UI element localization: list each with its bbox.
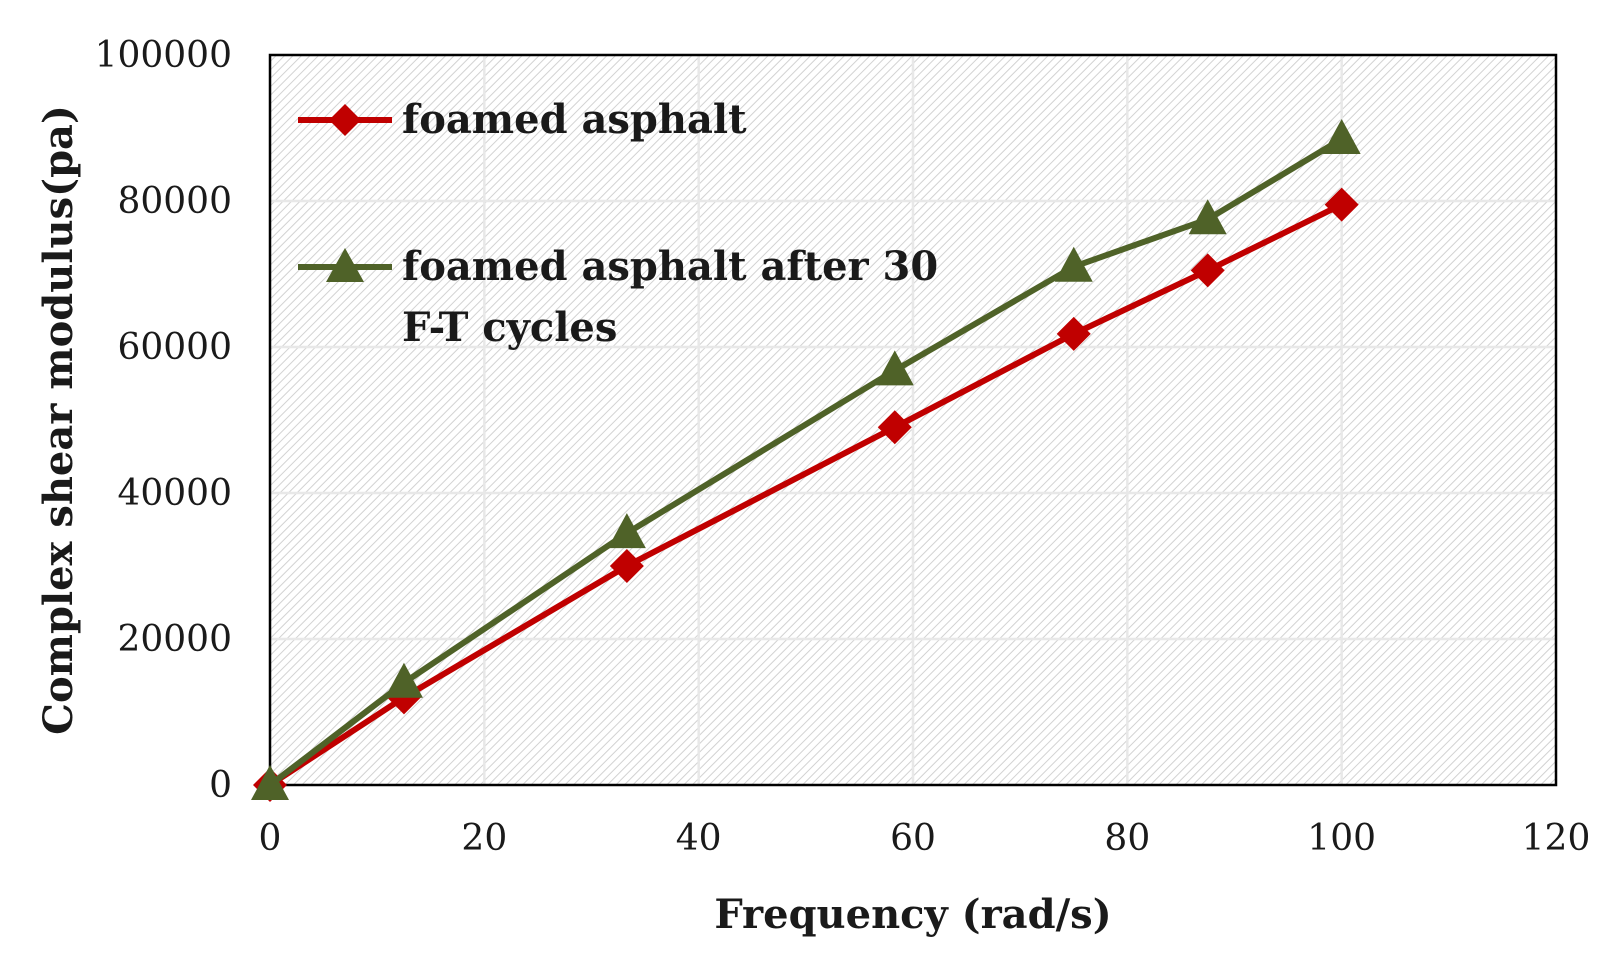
x-tick-label: 0 <box>259 818 282 859</box>
series-1 <box>251 118 1361 800</box>
y-tick-label: 0 <box>209 765 232 806</box>
data-point-triangle <box>251 765 289 800</box>
x-tick-label: 120 <box>1522 818 1591 859</box>
x-tick-labels: 0 20 40 60 80 100 120 <box>259 818 1591 859</box>
y-tick-labels: 0 20000 40000 60000 80000 100000 <box>95 35 232 806</box>
x-axis-title: Frequency (rad/s) <box>714 891 1111 938</box>
legend-item-foamed-asphalt-after-30: foamed asphalt after 30 F-T cycles <box>298 243 938 351</box>
y-tick-label: 100000 <box>95 35 232 76</box>
gridlines <box>270 55 1556 785</box>
data-point-diamond <box>1056 316 1091 351</box>
y-tick-label: 60000 <box>117 327 232 368</box>
data-point-triangle <box>1054 246 1093 282</box>
x-tick-label: 40 <box>676 818 722 859</box>
series-layer <box>251 118 1361 802</box>
data-point-diamond <box>1190 253 1225 288</box>
x-tick-label: 60 <box>890 818 936 859</box>
y-tick-label: 20000 <box>117 619 232 660</box>
data-point-triangle <box>875 350 914 386</box>
data-point-diamond <box>1324 187 1359 222</box>
y-tick-label: 40000 <box>117 473 232 514</box>
legend: foamed asphalt foamed asphalt after 30 F… <box>298 96 938 351</box>
legend-label-foamed-asphalt-after-30-line2: F-T cycles <box>402 304 617 351</box>
legend-diamond-marker <box>329 104 361 136</box>
x-tick-label: 80 <box>1104 818 1150 859</box>
plot-frame <box>268 53 1558 787</box>
data-point-diamond <box>609 549 644 583</box>
y-tick-label: 80000 <box>117 181 232 222</box>
legend-item-foamed-asphalt: foamed asphalt <box>298 96 747 143</box>
x-tick-label: 100 <box>1307 818 1376 859</box>
data-point-diamond <box>877 410 912 445</box>
data-point-triangle <box>384 662 423 698</box>
legend-triangle-marker <box>326 248 364 282</box>
legend-label-foamed-asphalt: foamed asphalt <box>402 96 747 143</box>
y-axis-title: Complex shear modulus(pa) <box>35 105 82 735</box>
data-point-triangle <box>1322 118 1361 154</box>
legend-label-foamed-asphalt-after-30-line1: foamed asphalt after 30 <box>402 243 938 290</box>
data-point-triangle <box>1188 199 1227 235</box>
x-tick-label: 20 <box>461 818 507 859</box>
data-point-triangle <box>607 513 646 549</box>
